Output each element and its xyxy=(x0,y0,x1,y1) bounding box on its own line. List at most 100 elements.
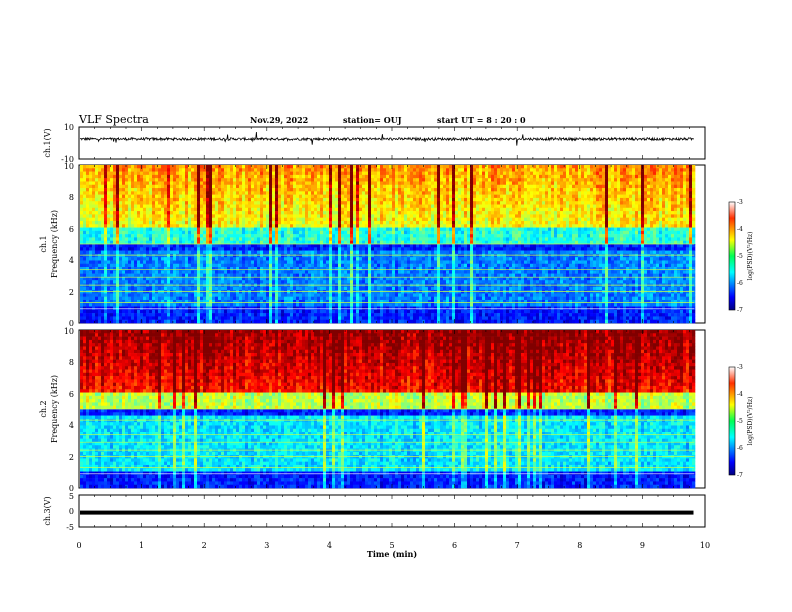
spectrogram-cell xyxy=(470,168,474,172)
spectrogram-cell xyxy=(629,207,633,212)
spectrogram-cell xyxy=(653,165,657,169)
spectrogram-cell xyxy=(590,234,594,238)
spectrogram-cell xyxy=(671,168,675,172)
spectrogram-cell xyxy=(653,214,657,218)
spectrogram-cell xyxy=(245,204,249,209)
spectrogram-cell xyxy=(467,197,471,202)
spectrogram-cell xyxy=(629,168,633,172)
spectrogram-cell xyxy=(182,197,186,202)
spectrogram-cell xyxy=(572,188,576,192)
spectrogram-cell xyxy=(296,201,300,205)
spectrogram-cell xyxy=(494,165,498,169)
spectrogram-cell xyxy=(608,230,612,235)
spectrogram-cell xyxy=(551,194,555,199)
spectrogram-cell xyxy=(563,217,567,222)
spectrogram-cell xyxy=(164,217,168,222)
spectrogram-cell xyxy=(665,234,669,238)
spectrogram-cell xyxy=(602,207,606,212)
spectrogram-cell xyxy=(569,178,573,182)
spectrogram-cell xyxy=(362,204,366,209)
spectrogram-cell xyxy=(278,211,282,215)
spectrogram-cell xyxy=(629,197,633,202)
spectrogram-cell xyxy=(272,240,276,245)
spectrogram-cell xyxy=(554,197,558,202)
spectrogram-cell xyxy=(350,211,354,215)
spectrogram-cell xyxy=(524,214,528,218)
spectrogram-cell xyxy=(245,165,249,169)
spectrogram-cell xyxy=(629,171,633,176)
spectrogram-cell xyxy=(263,234,267,238)
spectrogram-cell xyxy=(683,197,687,202)
spectrogram-cell xyxy=(203,188,207,192)
spectrogram-cell xyxy=(95,178,99,182)
spectrogram-cell xyxy=(332,184,336,189)
spectrogram-cell xyxy=(515,191,519,195)
spectrogram-cell xyxy=(101,181,105,186)
spectrogram-cell xyxy=(563,191,567,195)
spectrogram-cell xyxy=(677,178,681,182)
spectrogram-cell xyxy=(623,184,627,189)
spectrogram-cell xyxy=(116,220,120,225)
spectrogram-cell xyxy=(182,168,186,172)
spectrogram-cell xyxy=(290,174,294,179)
spectrogram-cell xyxy=(128,234,132,238)
spectrogram-cell xyxy=(386,234,390,238)
spectrogram-cell xyxy=(290,201,294,205)
spectrogram-cell xyxy=(140,201,144,205)
spectrogram-cell xyxy=(422,168,426,172)
spectrogram-cell xyxy=(542,191,546,195)
spectrogram-cell xyxy=(239,230,243,235)
spectrogram-cell xyxy=(269,217,273,222)
spectrogram-cell xyxy=(248,244,252,248)
spectrogram-cell xyxy=(119,178,123,182)
spectrogram-cell xyxy=(149,178,153,182)
spectrogram-cell xyxy=(596,237,600,242)
spectrogram-cell xyxy=(131,237,135,242)
spectrogram-cell xyxy=(332,211,336,215)
spectrogram-cell xyxy=(455,207,459,212)
spectrogram-cell xyxy=(668,240,672,245)
spectrogram-cell xyxy=(449,191,453,195)
spectrogram-cell xyxy=(473,230,477,235)
spectrogram-cell xyxy=(128,211,132,215)
spectrogram-cell xyxy=(560,174,564,179)
spectrogram-cell xyxy=(545,184,549,189)
spectrogram-cell xyxy=(110,174,114,179)
spectrogram-cell xyxy=(236,184,240,189)
spectrogram-cell xyxy=(206,237,210,242)
spectrogram-cell xyxy=(671,188,675,192)
spectrogram-cell xyxy=(83,194,87,199)
spectrogram-cell xyxy=(362,237,366,242)
spectrogram-cell xyxy=(515,214,519,218)
spectrogram-cell xyxy=(506,237,510,242)
spectrogram-cell xyxy=(167,168,171,172)
spectrogram-cell xyxy=(305,188,309,192)
spectrogram-cell xyxy=(602,214,606,218)
spectrogram-cell xyxy=(206,234,210,238)
spectrogram-cell xyxy=(419,191,423,195)
spectrogram-cell xyxy=(464,174,468,179)
spectrogram-cell xyxy=(278,197,282,202)
spectrogram-cell xyxy=(191,237,195,242)
spectrogram-cell xyxy=(317,201,321,205)
spectrogram-cell xyxy=(524,184,528,189)
spectrogram-cell xyxy=(632,240,636,245)
spectrogram-cell xyxy=(509,194,513,199)
spectrogram-cell xyxy=(167,174,171,179)
spectrogram-cell xyxy=(467,207,471,212)
spectrogram-cell xyxy=(290,237,294,242)
spectrogram-cell xyxy=(515,201,519,205)
spectrogram-cell xyxy=(188,224,192,228)
spectrogram-cell xyxy=(152,184,156,189)
spectrogram-cell xyxy=(278,181,282,186)
spectrogram-cell xyxy=(590,168,594,172)
spectrogram-cell xyxy=(626,194,630,199)
spectrogram-cell xyxy=(149,237,153,242)
spectrogram-cell xyxy=(464,168,468,172)
spectrogram-cell xyxy=(668,194,672,199)
spectrogram-cell xyxy=(236,240,240,245)
spectrogram-cell xyxy=(92,168,96,172)
spectrogram-cell xyxy=(368,217,372,222)
spectrogram-cell xyxy=(224,171,228,176)
spectrogram-cell xyxy=(371,197,375,202)
